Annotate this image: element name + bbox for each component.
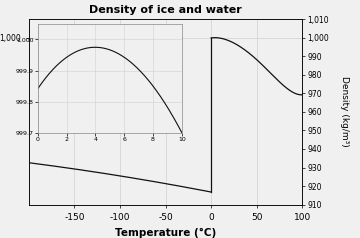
Y-axis label: Density (kg/m³): Density (kg/m³)	[340, 76, 349, 147]
X-axis label: Temperature (°C): Temperature (°C)	[115, 228, 216, 238]
Title: Density of ice and water: Density of ice and water	[89, 5, 242, 15]
